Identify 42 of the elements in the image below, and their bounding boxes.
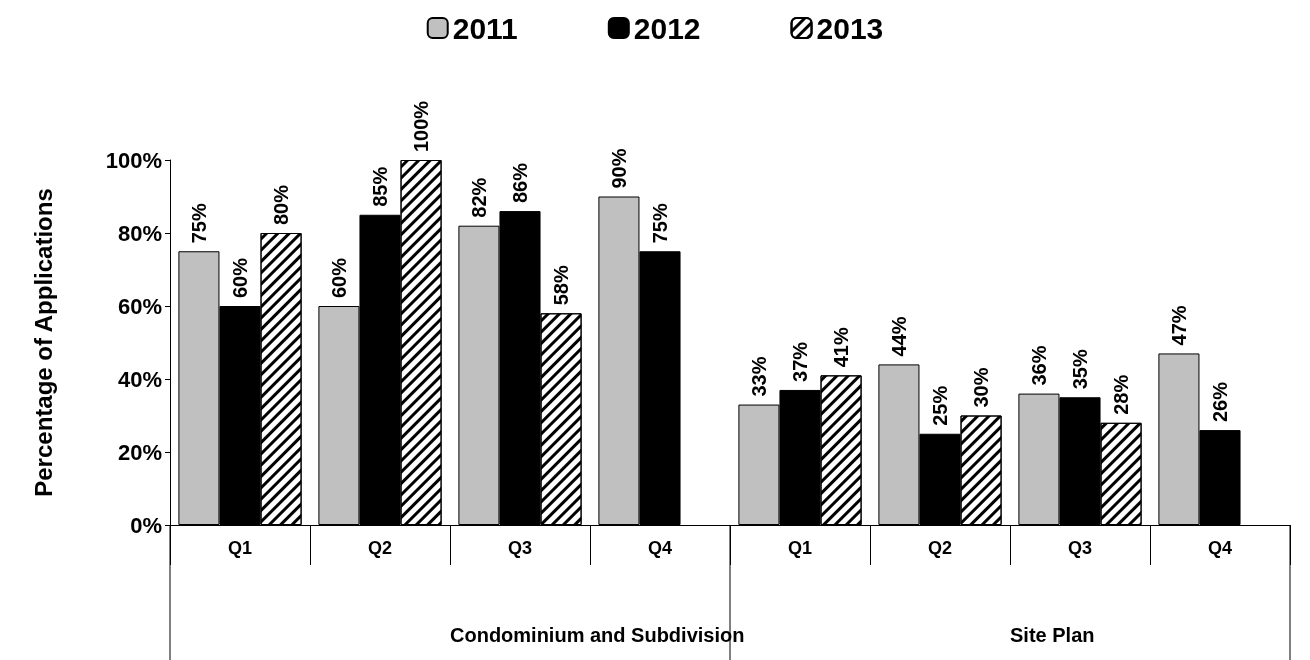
x-tick-label: Q2: [367, 538, 393, 558]
data-label: 28%: [1110, 374, 1133, 415]
data-label: 85%: [369, 166, 391, 207]
legend-label: 2012: [633, 11, 701, 45]
data-label: 47%: [1167, 305, 1190, 346]
text: Condominium and Subdivision: [450, 624, 745, 646]
data-label: 86%: [509, 162, 531, 204]
x-tick-label: Q4: [647, 538, 673, 558]
data-label: 37%: [789, 341, 811, 382]
data-label: 35%: [1069, 349, 1091, 390]
legend-label: 2011: [452, 11, 518, 45]
y-tick-label: 60%: [117, 293, 162, 319]
data-label: 90%: [607, 148, 630, 189]
data-label: 44%: [887, 316, 910, 357]
y-tick-label: 80%: [117, 220, 162, 246]
legend-label: 2013: [816, 11, 884, 45]
data-label: 75%: [187, 203, 210, 244]
data-label: 26%: [1209, 381, 1231, 423]
text: Site Plan: [1009, 624, 1095, 646]
data-label: 41%: [830, 327, 853, 368]
data-label: 60%: [327, 257, 350, 298]
data-label: 25%: [929, 385, 951, 426]
x-tick-label: Q1: [227, 538, 253, 558]
data-label: 80%: [270, 184, 293, 225]
data-label: 33%: [747, 356, 770, 397]
y-tick-label: 0%: [130, 512, 162, 538]
y-tick-label: 100%: [105, 147, 162, 173]
data-label: 75%: [649, 203, 671, 244]
y-axis-title: Percentage of Applications: [29, 188, 57, 497]
x-tick-label: Q3: [1067, 538, 1093, 558]
data-label: 82%: [467, 177, 490, 218]
data-label: 58%: [550, 265, 573, 306]
data-label: 30%: [970, 367, 993, 408]
y-tick-label: 40%: [117, 366, 162, 392]
data-label: 100%: [410, 100, 433, 152]
x-tick-label: Q3: [507, 538, 533, 558]
y-tick-label: 20%: [117, 439, 162, 465]
x-tick-label: Q2: [927, 538, 953, 558]
data-label: 36%: [1027, 345, 1050, 386]
x-tick-label: Q4: [1207, 538, 1233, 558]
x-tick-label: Q1: [787, 538, 813, 558]
data-label: 60%: [229, 257, 251, 298]
